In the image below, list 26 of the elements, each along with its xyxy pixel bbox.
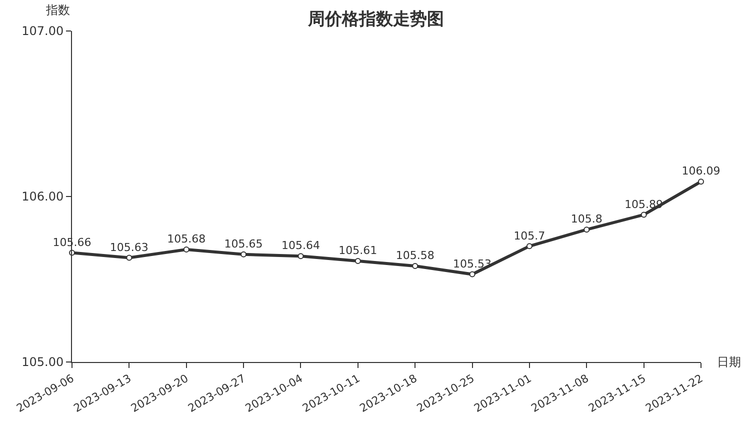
- y-tick-label: 106.00: [22, 190, 64, 204]
- point: [412, 263, 418, 270]
- data-label: 105.64: [281, 239, 320, 252]
- point: [183, 246, 190, 252]
- point: [469, 271, 476, 278]
- data-label: 105.8: [570, 212, 602, 226]
- x-axis-title: 日期: [717, 355, 741, 369]
- y-tick-label: 105.00: [22, 355, 64, 370]
- data-label: 106.09: [682, 164, 720, 178]
- point: [698, 178, 704, 185]
- data-label: 105.7: [514, 229, 546, 242]
- chart-title: 周价格指数走势图: [307, 10, 444, 30]
- point: [640, 212, 647, 218]
- data-label: 105.61: [338, 244, 378, 258]
- point: [126, 254, 132, 261]
- data-label: 105.58: [396, 249, 434, 262]
- point: [584, 226, 590, 233]
- y-tick-label: 107.00: [22, 24, 64, 38]
- point: [354, 258, 361, 264]
- data-label: 105.63: [110, 240, 148, 254]
- data-label: 105.65: [224, 238, 263, 251]
- point: [240, 251, 247, 258]
- point: [526, 243, 532, 250]
- point: [298, 253, 304, 260]
- data-label: 105.68: [167, 232, 206, 246]
- y-axis-title: 指数: [45, 3, 70, 17]
